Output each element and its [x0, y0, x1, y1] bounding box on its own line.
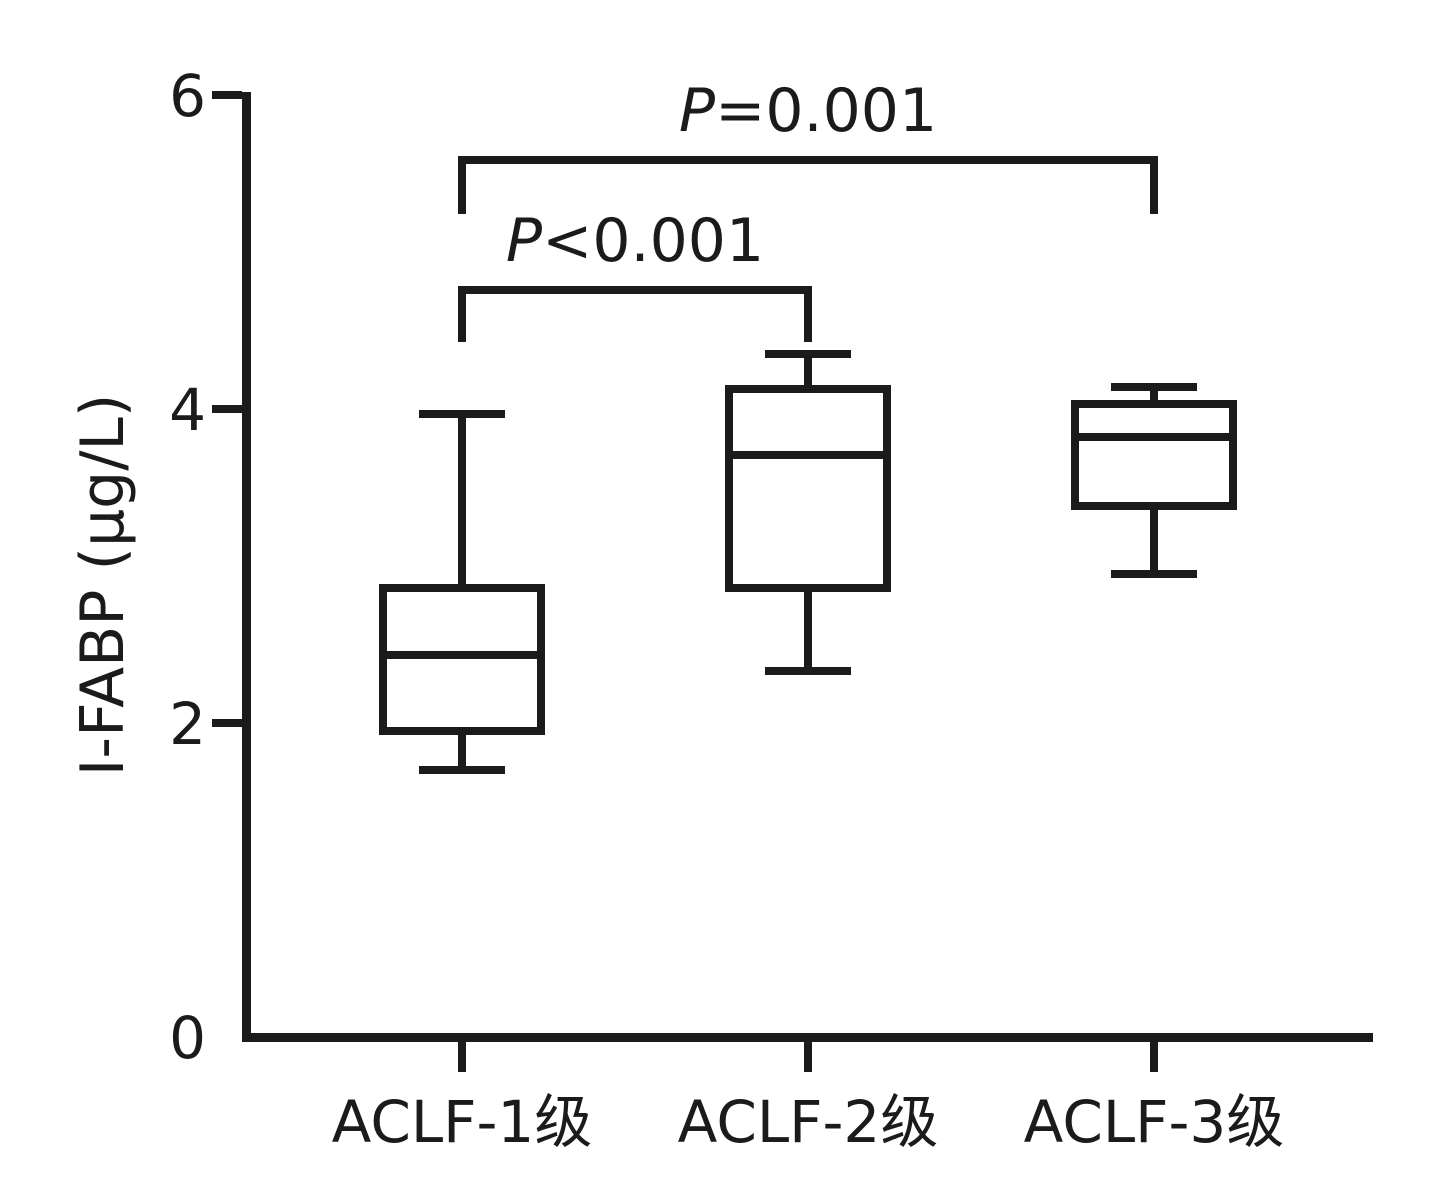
y-tick-3 — [212, 91, 242, 99]
box-2-lower-whisker — [1150, 506, 1158, 574]
p-annotation-1: P=0.001 — [679, 78, 937, 144]
y-tick-label-2: 4 — [169, 376, 206, 444]
p-annotation-1-symbol: P — [678, 76, 716, 146]
box-0-upper-cap — [419, 409, 505, 418]
box-1-iqr — [725, 384, 891, 592]
box-2-upper-whisker — [1150, 387, 1158, 405]
x-tick-2 — [1150, 1042, 1158, 1072]
y-tick-1 — [212, 719, 242, 727]
y-tick-label-1: 2 — [169, 690, 206, 758]
box-0-median — [387, 651, 537, 660]
y-tick-label-3: 6 — [169, 62, 206, 130]
box-1-lower-whisker — [804, 587, 812, 672]
significance-bracket-0 — [458, 286, 812, 342]
significance-bracket-1 — [458, 156, 1158, 214]
box-2-upper-cap — [1111, 383, 1197, 392]
p-annotation-1-value: =0.001 — [715, 76, 938, 146]
box-0-lower-whisker — [458, 730, 466, 771]
x-category-label-2: ACLF-3级 — [1023, 1088, 1285, 1156]
box-1-upper-cap — [765, 350, 851, 359]
box-0-upper-whisker — [458, 413, 466, 588]
x-axis-line — [242, 1033, 1373, 1042]
box-2-iqr — [1071, 400, 1237, 511]
p-annotation-0: P<0.001 — [506, 208, 764, 274]
box-2-lower-cap — [1111, 569, 1197, 578]
box-0-lower-cap — [419, 766, 505, 775]
box-1-upper-whisker — [804, 354, 812, 389]
x-tick-1 — [804, 1042, 812, 1072]
box-2-median — [1079, 433, 1229, 442]
y-axis-line — [242, 92, 251, 1042]
x-category-label-0: ACLF-1级 — [331, 1088, 593, 1156]
p-annotation-0-value: <0.001 — [542, 206, 765, 276]
box-1-median — [733, 450, 883, 459]
x-category-label-1: ACLF-2级 — [677, 1088, 939, 1156]
y-tick-label-0: 0 — [169, 1004, 206, 1072]
box-1-lower-cap — [765, 667, 851, 676]
x-tick-0 — [458, 1042, 466, 1072]
p-annotation-0-symbol: P — [505, 206, 543, 276]
y-tick-2 — [212, 405, 242, 413]
